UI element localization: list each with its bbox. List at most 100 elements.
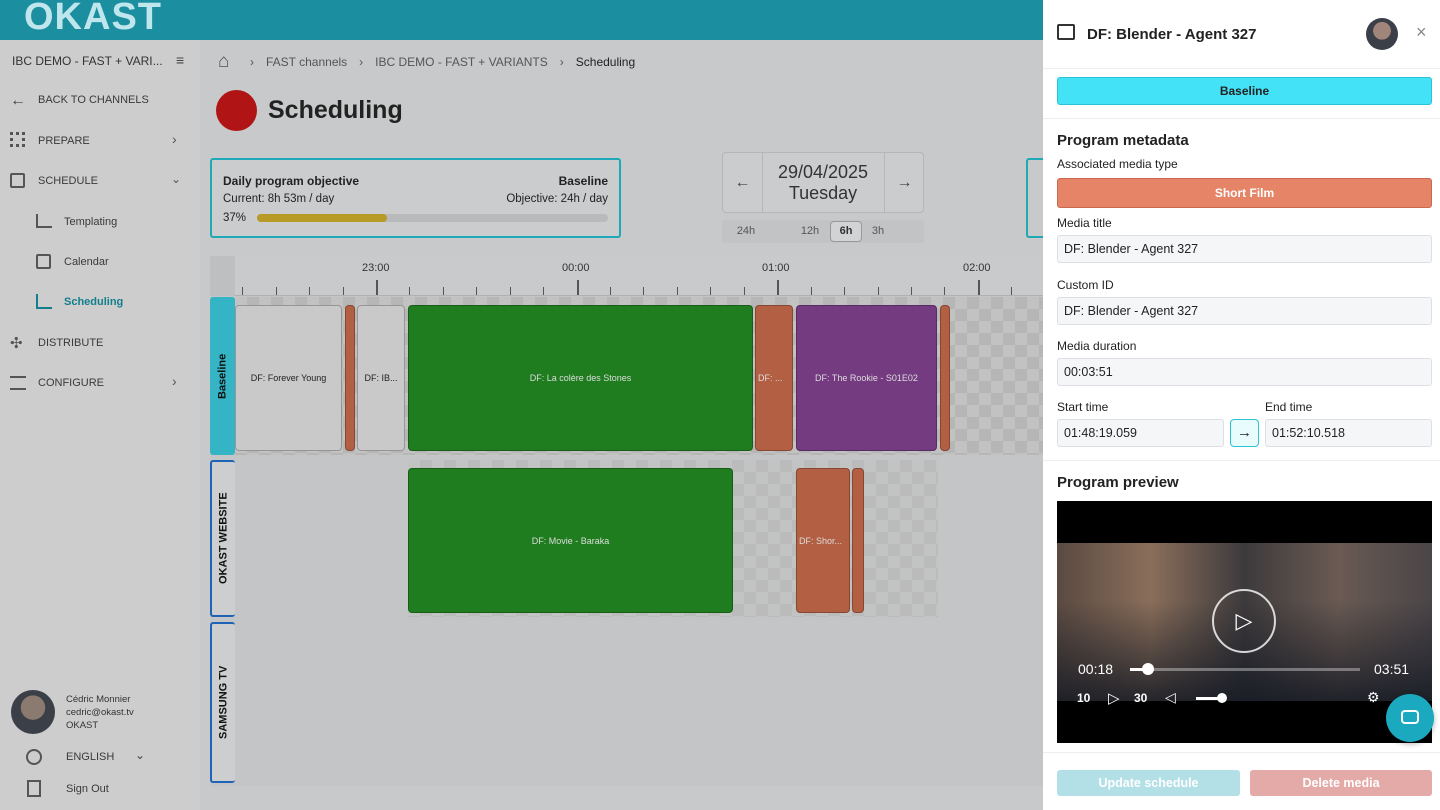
skip-forward[interactable]: 30: [1134, 691, 1148, 705]
collapse-icon[interactable]: ≡: [176, 52, 185, 68]
close-button[interactable]: ×: [1416, 22, 1427, 42]
nav-item[interactable]: BACK TO CHANNELS: [38, 94, 149, 106]
section-title: Program preview: [1057, 474, 1179, 491]
distribute-icon: ✣: [10, 335, 23, 352]
seek-track[interactable]: [1130, 668, 1360, 671]
back-icon: ←: [10, 92, 26, 109]
ruler-tick: [743, 287, 745, 295]
logo[interactable]: OKAST: [24, 0, 162, 38]
skip-back[interactable]: 10: [1077, 691, 1091, 705]
nav-subitem-active[interactable]: Scheduling: [64, 296, 124, 308]
channel-label[interactable]: Baseline: [210, 297, 235, 455]
program-block[interactable]: [940, 305, 950, 451]
ruler-tick: [509, 287, 511, 295]
time-label: 02:00: [963, 262, 991, 274]
workspace[interactable]: IBC DEMO - FAST + VARI...: [12, 54, 163, 68]
calendar-icon: [36, 254, 51, 269]
play-button[interactable]: ▷: [1108, 690, 1120, 707]
ruler-tick: [275, 287, 277, 295]
field-input[interactable]: 00:03:51: [1057, 358, 1432, 386]
chevron: ⌄: [135, 748, 146, 762]
next-day[interactable]: →: [884, 153, 924, 212]
program-block[interactable]: DF: Forever Young: [235, 305, 342, 451]
chevron: ›: [172, 131, 177, 147]
start-time-input[interactable]: 01:48:19.059: [1057, 419, 1224, 447]
zoom-option[interactable]: 24h: [736, 225, 756, 237]
end-time-input[interactable]: 01:52:10.518: [1265, 419, 1432, 447]
channel-label[interactable]: SAMSUNG TV: [210, 622, 235, 783]
field-label: Start time: [1057, 400, 1109, 414]
chat-button[interactable]: [1386, 694, 1434, 742]
volume-knob[interactable]: [1217, 693, 1227, 703]
progress-track: [257, 214, 608, 222]
ruler-tick: [242, 287, 244, 295]
page-title: Scheduling: [268, 96, 403, 124]
variant-button[interactable]: Baseline: [1057, 77, 1432, 105]
ruler-tick: [409, 287, 411, 295]
ruler-tick: [309, 287, 311, 295]
configure-icon: [10, 376, 26, 390]
zoom-option-active[interactable]: 6h: [830, 221, 862, 242]
user-info: Cédric Monnier cedric@okast.tv OKAST: [66, 693, 134, 732]
nav-subitem[interactable]: Templating: [64, 216, 118, 228]
volume-icon[interactable]: ◁: [1165, 689, 1176, 705]
play-overlay[interactable]: ▷: [1212, 589, 1276, 653]
channel-label[interactable]: OKAST WEBSITE: [210, 460, 235, 617]
delete-button[interactable]: Delete media: [1250, 770, 1432, 796]
field-input[interactable]: DF: Blender - Agent 327: [1057, 297, 1432, 325]
program-block[interactable]: [345, 305, 355, 451]
prev-day[interactable]: ←: [723, 153, 763, 212]
ruler-tick: [777, 280, 780, 295]
program-block[interactable]: DF: Movie - Baraka: [408, 468, 733, 613]
media-type-button[interactable]: Short Film: [1057, 178, 1432, 208]
field-input[interactable]: DF: Blender - Agent 327: [1057, 235, 1432, 263]
copy-time-button[interactable]: →: [1230, 419, 1259, 447]
globe-icon: [26, 749, 42, 765]
program-block[interactable]: DF: ...: [755, 305, 793, 451]
zoom-option[interactable]: 12h: [800, 225, 820, 237]
text: ›: [250, 55, 254, 69]
program-block[interactable]: [852, 468, 864, 613]
section-title: Program metadata: [1057, 132, 1189, 149]
video-player[interactable]: ▷ 00:18 03:51 10 ▷ 30 ◁ ⚙: [1057, 501, 1432, 743]
nav-item[interactable]: PREPARE: [38, 135, 90, 147]
seek-knob[interactable]: [1142, 663, 1154, 675]
program-block[interactable]: DF: The Rookie - S01E02: [796, 305, 937, 451]
sign-out[interactable]: Sign Out: [66, 783, 109, 795]
ruler-tick: [977, 280, 980, 295]
program-block[interactable]: DF: Shor...: [796, 468, 850, 613]
program-block[interactable]: DF: La colère des Stones: [408, 305, 753, 451]
ruler-tick: [810, 287, 812, 295]
update-button[interactable]: Update schedule: [1057, 770, 1240, 796]
scheduling-icon: [36, 294, 52, 309]
chevron: ›: [172, 373, 177, 389]
program-block[interactable]: DF: IB...: [357, 305, 405, 451]
breadcrumb-item[interactable]: IBC DEMO - FAST + VARIANTS: [375, 55, 548, 69]
objective-variant: Baseline: [558, 174, 608, 188]
language[interactable]: ENGLISH: [66, 751, 115, 763]
ruler-tick: [944, 287, 946, 295]
settings-icon[interactable]: ⚙: [1367, 689, 1380, 705]
time-label: 01:00: [762, 262, 790, 274]
ruler-tick: [342, 287, 344, 295]
field-label: Associated media type: [1057, 157, 1178, 171]
nav-item[interactable]: DISTRIBUTE: [38, 337, 104, 349]
nav-item[interactable]: CONFIGURE: [38, 377, 104, 389]
home-icon[interactable]: ⌂: [218, 51, 230, 72]
nav-item[interactable]: SCHEDULE: [38, 175, 98, 187]
breadcrumb-item: Scheduling: [575, 55, 636, 69]
breadcrumb-item[interactable]: FAST channels: [266, 55, 348, 69]
objective-card-partial: [1026, 158, 1046, 238]
ruler-tick: [1011, 287, 1013, 295]
volume-bar[interactable]: [1196, 697, 1222, 700]
nav-subitem[interactable]: Calendar: [64, 256, 109, 268]
ruler-tick: [643, 287, 645, 295]
sidebar: IBC DEMO - FAST + VARI... ≡: [0, 40, 200, 810]
zoom-option[interactable]: 3h: [871, 225, 885, 237]
detail-panel: DF: Blender - Agent 327 × Baseline Progr…: [1043, 0, 1440, 810]
top-bar: OKAST: [0, 0, 1043, 40]
signout-icon: [27, 780, 41, 797]
user-name: Cédric Monnier: [66, 694, 131, 705]
objective-current: Current: 8h 53m / day: [223, 193, 335, 205]
divider: [1043, 68, 1440, 69]
